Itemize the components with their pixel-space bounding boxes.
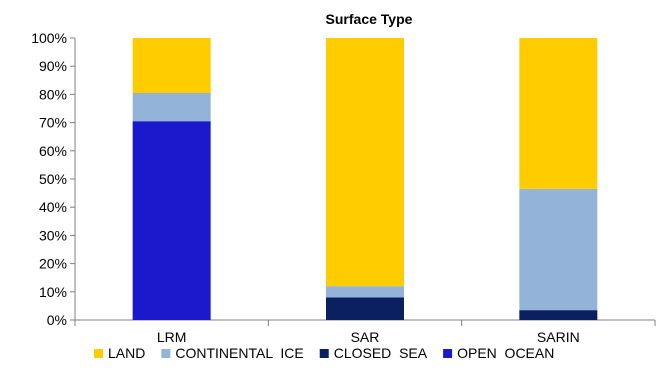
y-tick-label: 50%	[39, 171, 67, 187]
bar-segment	[519, 310, 598, 320]
x-tick-label: SARIN	[537, 329, 580, 345]
bar-segment	[326, 297, 404, 320]
legend-swatch	[161, 349, 171, 358]
bar-segment	[132, 121, 211, 320]
y-tick-label: 80%	[39, 86, 67, 102]
legend-swatch	[443, 349, 453, 358]
y-tick-label: 20%	[39, 256, 67, 272]
y-tick-label: 70%	[39, 115, 67, 131]
y-tick-label: 40%	[39, 199, 67, 215]
legend-swatch	[94, 349, 103, 358]
y-tick-label: 30%	[39, 227, 67, 243]
legend-label: CONTINENTAL ICE	[175, 345, 303, 361]
chart-title: Surface Type	[326, 11, 413, 27]
y-tick-label: 60%	[39, 143, 67, 159]
bar-segment	[132, 92, 211, 122]
y-tick-label: 90%	[39, 58, 67, 74]
bar-segment	[326, 38, 404, 287]
bars-layer	[132, 38, 598, 320]
x-tick-label: SAR	[351, 329, 380, 345]
bar-segment	[326, 286, 404, 298]
bar-segment	[519, 38, 598, 189]
bar-segment	[132, 38, 211, 93]
legend-label: OPEN OCEAN	[457, 345, 554, 361]
legend: LAND CONTINENTAL ICE CLOSED SEA OPEN OCEAN	[94, 345, 554, 361]
legend-swatch	[319, 349, 329, 358]
legend-label: CLOSED SEA	[334, 345, 428, 361]
y-tick-label: 0%	[47, 312, 67, 328]
bar-segment	[519, 188, 598, 311]
y-tick-label: 10%	[39, 284, 67, 300]
axis-layer: 0% 10% 20% 30% 40% 50% 60% 70% 80% 90% 100%	[31, 30, 656, 328]
y-tick-label: 100%	[31, 30, 67, 46]
legend-label: LAND	[108, 345, 145, 361]
labels-layer: LRM SAR SARIN	[157, 329, 580, 345]
x-tick-label: LRM	[157, 329, 187, 345]
